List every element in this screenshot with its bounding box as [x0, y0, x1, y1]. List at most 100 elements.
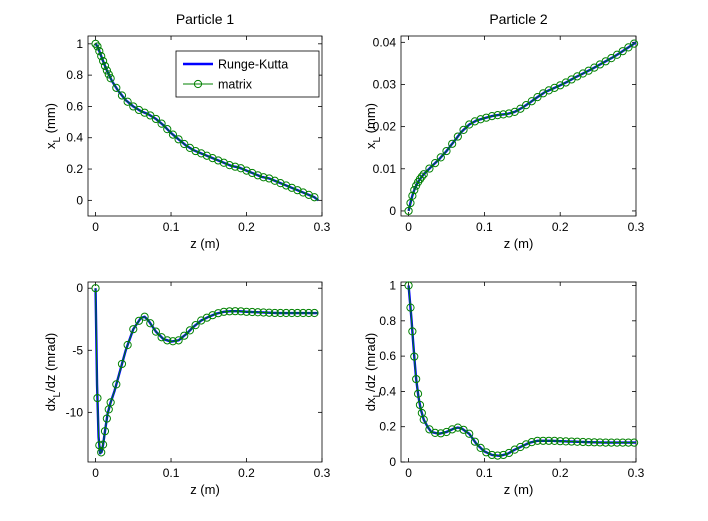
chart-4-matrix-marker: [465, 429, 474, 438]
chart-1-matrix-marker: [197, 149, 206, 158]
chart-1-matrix-marker: [287, 183, 296, 192]
legend-matrix-marker: [193, 79, 203, 89]
chart-3-xlabel: z (m): [190, 482, 220, 497]
chart-2-matrix-marker: [476, 115, 485, 124]
chart-4-matrix-marker: [487, 450, 497, 460]
chart-4-ylabel-unit: /dz (mrad): [363, 333, 378, 392]
chart-1-matrix-marker: [299, 188, 308, 197]
chart-1-matrix-marker: [117, 91, 127, 100]
chart-4-matrix-marker: [499, 450, 508, 460]
chart-3-matrix-marker: [225, 307, 234, 316]
chart-1-xtick-label: 0: [92, 220, 99, 234]
chart-2-series-matrix-line: [408, 41, 637, 212]
chart-3-ytick-label: 0: [76, 281, 83, 295]
chart-3-xtick-label: 0.3: [314, 466, 331, 480]
chart-2-matrix-marker: [527, 97, 536, 106]
chart-4-matrix-marker: [413, 389, 423, 398]
chart-2-matrix-marker: [406, 198, 415, 208]
chart-3-matrix-marker: [191, 321, 200, 330]
chart-2-matrix-marker: [459, 125, 468, 134]
chart-3-matrix-marker: [185, 326, 194, 335]
chart-2-matrix-marker: [442, 146, 451, 156]
chart-3-matrix-marker: [112, 380, 121, 389]
chart-3-matrix-marker: [140, 312, 149, 321]
chart-2-matrix-marker: [419, 170, 428, 179]
chart-2-matrix-marker: [499, 110, 508, 119]
chart-4-matrix-marker: [470, 437, 480, 446]
chart-2-matrix-marker: [448, 139, 457, 148]
chart-1-matrix-marker: [157, 119, 166, 128]
chart-2-matrix-marker: [417, 172, 426, 181]
chart-4-matrix-marker: [612, 438, 622, 447]
chart-3-matrix-marker: [106, 398, 115, 407]
chart-4-matrix-marker: [410, 352, 419, 361]
chart-3-matrix-marker: [93, 393, 102, 403]
chart-1-matrix-marker: [95, 47, 104, 56]
chart-4-matrix-marker: [618, 438, 627, 447]
chart-2-xtick-label: 0.2: [552, 220, 569, 234]
chart-1-matrix-marker: [293, 186, 302, 195]
chart-3-matrix-marker: [180, 331, 189, 340]
panels: 0 0.1 0.2 0.3 0 0.2 0.4 0.6 0.8 1 Particle 1 z (m) x…: [43, 11, 645, 497]
chart-3-matrix-marker: [91, 284, 100, 293]
chart-1-matrix-marker: [219, 158, 228, 167]
chart-4-ylabel: dxL/dz (mrad): [363, 333, 383, 412]
chart-1-matrix-marker: [248, 168, 257, 178]
chart-1-matrix-marker: [163, 125, 172, 134]
chart-3-matrix-marker: [259, 308, 268, 317]
chart-4-matrix-marker: [453, 423, 462, 432]
chart-3-ylabel: dxL/dz (mrad): [43, 333, 63, 412]
chart-2-matrix-marker: [618, 47, 627, 56]
chart-3-ylabel-main: dx: [43, 397, 58, 411]
chart-3-matrix-marker: [151, 327, 161, 336]
chart-1-ytick-label: 0: [76, 193, 83, 207]
chart-2-ytick-label: 0.02: [373, 120, 397, 134]
chart-4-matrix-marker: [404, 281, 413, 290]
chart-3-matrix-marker: [293, 308, 302, 318]
chart-2-ylabel-main: x: [363, 142, 378, 149]
chart-4-ytick-label: 0.2: [379, 420, 396, 434]
chart-4-ytick-label: 0.8: [379, 314, 396, 328]
chart-3-xtick-label: 0.1: [163, 466, 180, 480]
chart-4-ytick-label: 0.6: [379, 349, 396, 363]
chart-4-matrix-marker: [601, 438, 610, 447]
chart-2-xtick-label: 0.3: [628, 220, 645, 234]
chart-1-ylabel-sub: L: [52, 137, 63, 143]
chart-1-matrix-marker: [112, 83, 121, 92]
chart-4-matrix-marker: [544, 436, 553, 445]
chart-2-matrix-marker: [453, 132, 462, 141]
chart-4-matrix-marker: [521, 440, 531, 449]
chart-3-matrix-marker: [248, 307, 257, 317]
chart-3-matrix-marker: [304, 308, 313, 318]
chart-2-title: Particle 2: [489, 11, 548, 27]
chart-1-matrix-marker: [265, 174, 274, 183]
chart-2-matrix-marker: [612, 50, 622, 59]
chart-2-matrix-marker: [550, 83, 559, 92]
chart-4-matrix-marker: [567, 437, 576, 446]
chart-4-matrix-marker: [573, 437, 582, 446]
chart-1-ytick-label: 1: [76, 37, 83, 51]
chart-1-matrix-marker: [310, 193, 319, 202]
chart-1-matrix-marker: [214, 156, 223, 165]
chart-2-xtick-label: 0: [405, 220, 412, 234]
chart-4-matrix-marker: [406, 303, 415, 312]
chart-3-matrix-marker: [208, 311, 217, 320]
chart-3-matrix-marker: [253, 308, 262, 317]
chart-1-matrix-marker: [236, 164, 245, 173]
chart-1-ytick-label: 0.4: [66, 131, 83, 145]
chart-3-xtick-label: 0: [92, 466, 99, 480]
chart-1-ytick-label: 0.2: [66, 162, 83, 176]
chart-2-ytick-label: 0.04: [373, 35, 397, 49]
chart-2-matrix-marker: [516, 104, 525, 113]
chart-4: 0 0.1 0.2 0.3 0 0.2 0.4 0.6 0.8 1 z (m) dxL/dz (mra…: [363, 279, 645, 497]
chart-2-matrix-marker: [482, 113, 491, 122]
chart-4-matrix-marker: [556, 437, 565, 446]
chart-2-matrix-marker: [436, 153, 445, 162]
chart-1-matrix-marker: [270, 176, 279, 185]
chart-1-matrix-marker: [174, 135, 183, 144]
chart-3-matrix-marker: [287, 308, 296, 318]
chart-3-matrix-marker: [276, 308, 285, 318]
chart-2-ytick-label: 0.01: [373, 162, 397, 176]
chart-2-matrix-marker: [408, 191, 417, 200]
chart-4-xtick-label: 0: [405, 466, 412, 480]
